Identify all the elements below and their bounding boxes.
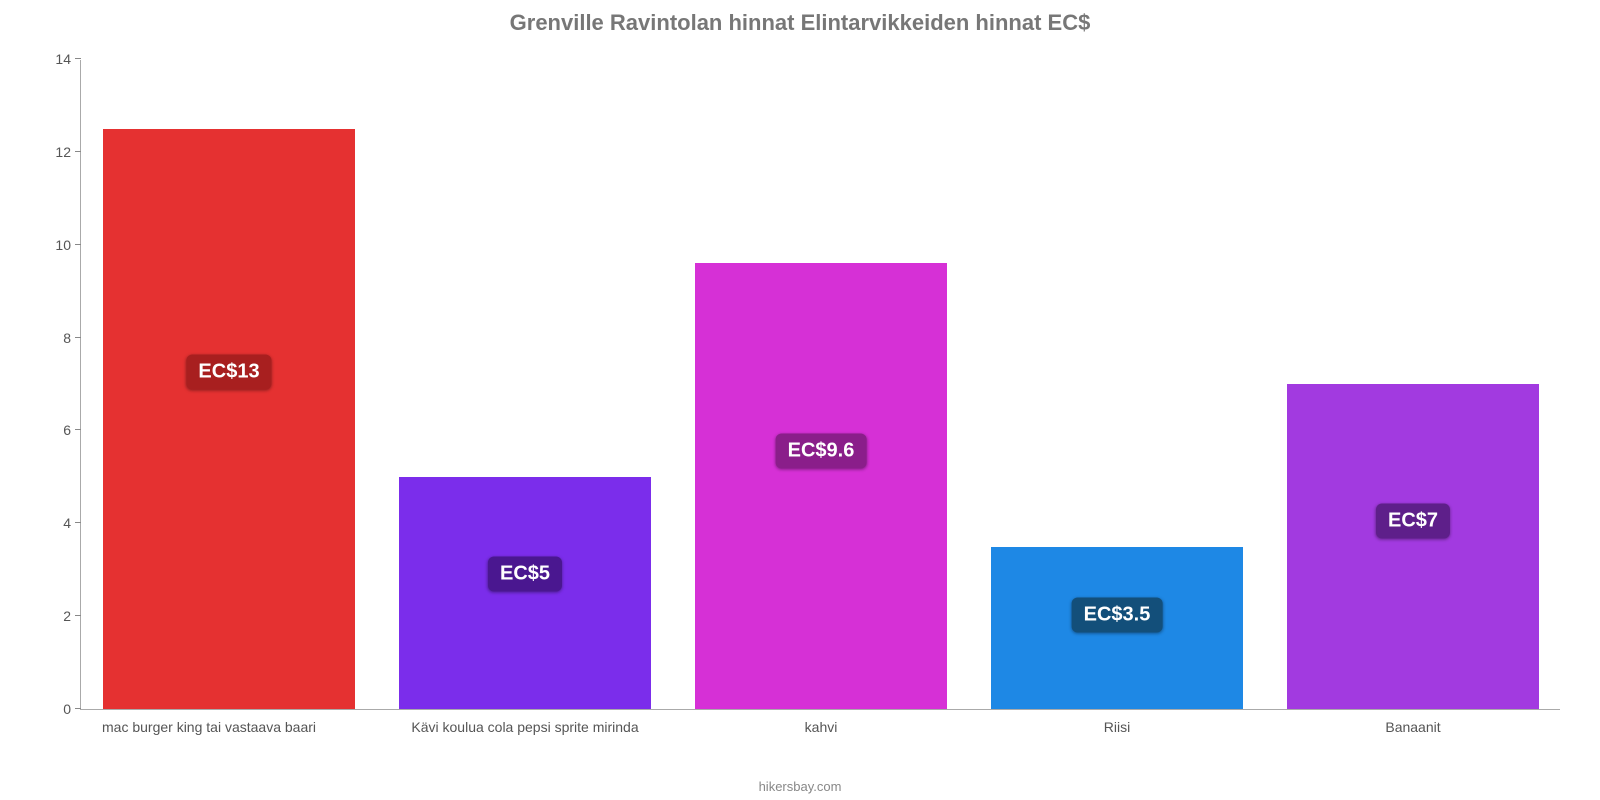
ytick-mark	[75, 151, 81, 152]
ytick-mark	[75, 522, 81, 523]
xtick-label: mac burger king tai vastaava baari	[102, 719, 316, 735]
chart-title: Grenville Ravintolan hinnat Elintarvikke…	[0, 10, 1600, 36]
bar	[1287, 384, 1539, 709]
plot-area: EC$13EC$5EC$9.6EC$3.5EC$7 02468101214mac…	[80, 60, 1560, 710]
bar-value-label: EC$9.6	[776, 433, 867, 468]
ytick-label: 6	[31, 422, 71, 438]
bar-value-label: EC$7	[1376, 503, 1450, 538]
bar-value-label: EC$3.5	[1072, 597, 1163, 632]
price-bar-chart: Grenville Ravintolan hinnat Elintarvikke…	[0, 0, 1600, 800]
ytick-label: 12	[31, 144, 71, 160]
ytick-mark	[75, 429, 81, 430]
ytick-label: 14	[31, 51, 71, 67]
ytick-mark	[75, 337, 81, 338]
xtick-label: Banaanit	[1385, 719, 1440, 735]
bar	[695, 263, 947, 709]
chart-credit: hikersbay.com	[0, 779, 1600, 794]
ytick-mark	[75, 58, 81, 59]
ytick-mark	[75, 244, 81, 245]
xtick-label: Riisi	[1104, 719, 1130, 735]
xtick-label: kahvi	[805, 719, 838, 735]
bars-container: EC$13 EC$5 EC$9.6 EC$3.5 EC$7	[81, 60, 1560, 709]
bar-value-label: EC$13	[186, 355, 271, 390]
xtick-label: Kävi koulua cola pepsi sprite mirinda	[411, 719, 638, 735]
ytick-mark	[75, 708, 81, 709]
ytick-label: 4	[31, 515, 71, 531]
ytick-label: 0	[31, 701, 71, 717]
bar-value-label: EC$5	[488, 557, 562, 592]
ytick-label: 10	[31, 237, 71, 253]
bar	[399, 477, 651, 709]
ytick-label: 8	[31, 330, 71, 346]
ytick-label: 2	[31, 608, 71, 624]
bar	[103, 129, 355, 709]
ytick-mark	[75, 615, 81, 616]
